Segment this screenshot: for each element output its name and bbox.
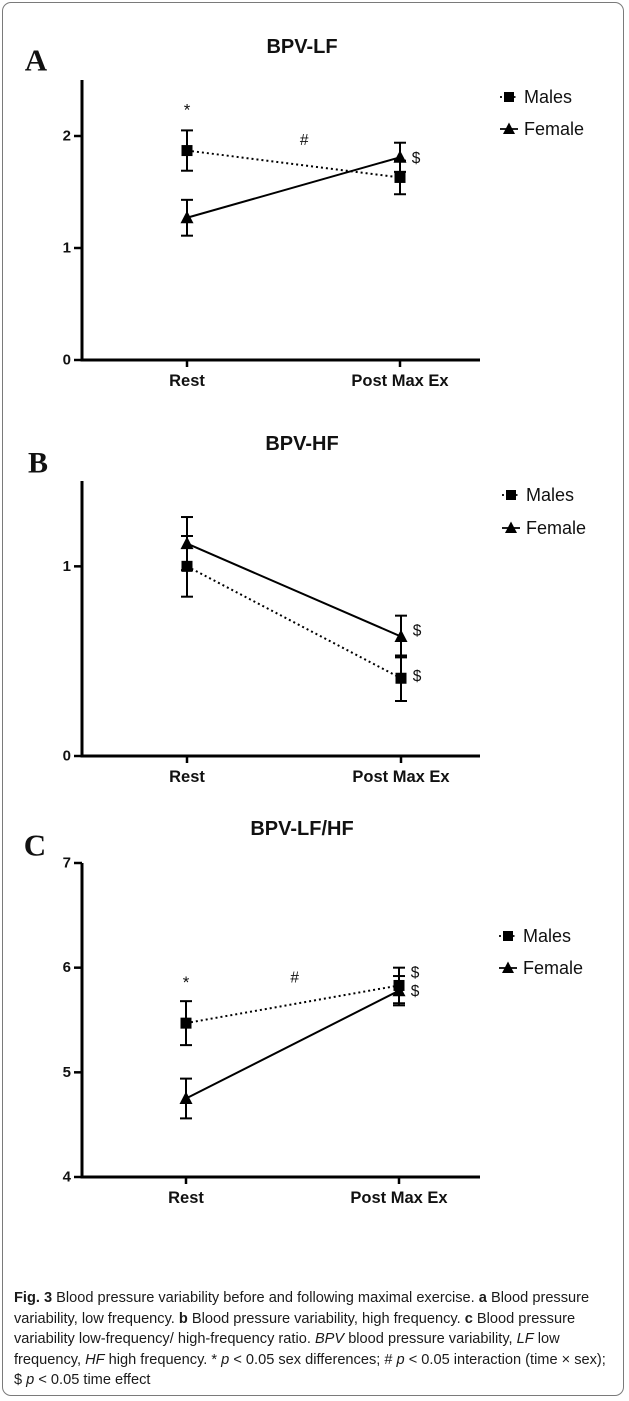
panel-b-x-tick-label-1: Post Max Ex xyxy=(352,768,450,786)
panel-a-legend-female-marker xyxy=(503,122,515,134)
caption-c-label: c xyxy=(464,1310,473,1327)
panel-b-series-female-point-0 xyxy=(180,536,194,550)
panel-b-legend-female-label: Female xyxy=(526,518,586,538)
caption-intro: Blood pressure variability before and fo… xyxy=(52,1290,479,1306)
panel-b-series-males-line xyxy=(186,565,402,680)
panel-b-y-tick-label-1: 1 xyxy=(63,558,71,575)
panel-a-legend-males-label: Males xyxy=(524,87,572,107)
caption-p-3: p xyxy=(26,1372,35,1388)
panel-a-series-female-point-0 xyxy=(180,210,194,224)
panel-b-title: BPV-HF xyxy=(265,433,338,455)
caption-c-text: Blood pressure variability low-frequency… xyxy=(14,1310,576,1348)
panel-c-legend-female-marker xyxy=(502,961,514,973)
panel-b-legend-female-marker xyxy=(505,521,517,533)
panel-a-annotation-0: * xyxy=(184,101,191,120)
panel-c-legend-males-label: Males xyxy=(523,926,571,946)
panel-a-series-female-line xyxy=(186,156,401,219)
panel-c-annotation-1: # xyxy=(290,970,299,987)
panel-a-x-tick-label-1: Post Max Ex xyxy=(351,372,449,390)
panel-c-y-tick-label-3: 7 xyxy=(63,855,71,872)
panel-b-annotation-0: $ xyxy=(413,622,422,639)
panel-c-series-males-point-0 xyxy=(180,1017,192,1029)
panel-a-series-female-point-1 xyxy=(393,150,407,163)
caption-bpv-abbr: BPV xyxy=(314,1331,345,1347)
panel-b-legend-males-label: Males xyxy=(526,485,574,505)
panel-a-legend-males-marker xyxy=(504,92,514,102)
panel-b-series-female-point-1 xyxy=(394,629,408,643)
caption-interaction-text: < 0.05 interaction (time × sex); $ xyxy=(14,1351,606,1389)
caption-sex-text: < 0.05 sex differences; # xyxy=(229,1351,397,1368)
caption-time-text: < 0.05 time effect xyxy=(34,1372,151,1388)
panel-c-y-tick-label-1: 5 xyxy=(63,1064,71,1081)
caption-lf-text: low frequency, xyxy=(14,1331,560,1368)
figure-svg: A BPV-LF 0 1 2 Rest Post Max Ex * # $ Males Female B… xyxy=(24,36,586,1207)
panel-c-series-female-point-1 xyxy=(392,983,406,997)
panel-c-title: BPV-LF/HF xyxy=(250,818,353,840)
panel-a-annotation-1: # xyxy=(300,132,309,149)
panel-b-x-tick-label-0: Rest xyxy=(169,768,205,786)
panel-c-y-tick-label-2: 6 xyxy=(63,959,71,976)
panel-b-y-tick-label-0: 0 xyxy=(63,748,71,765)
figure-caption: Fig. 3 Blood pressure variability before… xyxy=(14,1288,614,1391)
panel-c-series-female-point-0 xyxy=(179,1091,193,1104)
panel-c-series-female-line xyxy=(185,989,400,1100)
caption-p-2: p xyxy=(396,1351,405,1368)
panel-c-x-tick-label-0: Rest xyxy=(168,1189,204,1207)
caption-bpv-text: blood pressure variability, xyxy=(344,1331,517,1347)
panel-a-series-males-line xyxy=(186,149,401,179)
panel-a-series-males-point-0 xyxy=(181,145,193,157)
panel-c-legend-female-label: Female xyxy=(523,958,583,978)
panel-a-y-tick-label-2: 2 xyxy=(63,128,71,145)
caption-a-label: a xyxy=(478,1290,487,1306)
panel-a-legend-female-label: Female xyxy=(524,119,584,139)
panel-a-series-males-point-1 xyxy=(394,171,406,183)
panel-a-y-tick-label-0: 0 xyxy=(63,352,71,369)
panel-b-series-males-point-1 xyxy=(395,672,407,684)
caption-hf-text: high frequency. * xyxy=(104,1351,222,1368)
caption-p-1: p xyxy=(221,1351,230,1368)
panel-c-annotation-0: * xyxy=(183,973,190,992)
caption-a-text: Blood pressure variability, low frequenc… xyxy=(14,1290,590,1327)
panel-a-annotation-2: $ xyxy=(412,150,421,167)
panel-c-x-tick-label-1: Post Max Ex xyxy=(350,1189,448,1207)
panel-b-legend-males-marker xyxy=(506,490,516,500)
panel-c-annotation-3: $ xyxy=(411,983,420,1000)
panel-b-series-female-line xyxy=(186,542,402,638)
panel-a-y-tick-label-1: 1 xyxy=(63,240,71,257)
caption-hf-abbr: HF xyxy=(85,1351,105,1368)
caption-b-label: b xyxy=(178,1310,188,1327)
panel-c-letter: C xyxy=(24,828,46,863)
panel-a-x-tick-label-0: Rest xyxy=(169,372,205,390)
panel-a-letter: A xyxy=(25,43,48,78)
panel-b-annotation-1: $ xyxy=(413,668,422,685)
panel-c-y-tick-label-0: 4 xyxy=(63,1169,72,1186)
panel-a-title: BPV-LF xyxy=(266,36,337,58)
caption-fig-label: Fig. 3 xyxy=(14,1290,53,1306)
caption-lf-abbr: LF xyxy=(516,1331,534,1347)
panel-c-legend-males-marker xyxy=(503,931,513,941)
panel-b-letter: B xyxy=(28,447,48,480)
panel-c-annotation-2: $ xyxy=(411,964,420,981)
caption-b-text: Blood pressure variability, high frequen… xyxy=(187,1310,465,1327)
panel-c-series-males-line xyxy=(185,984,400,1025)
